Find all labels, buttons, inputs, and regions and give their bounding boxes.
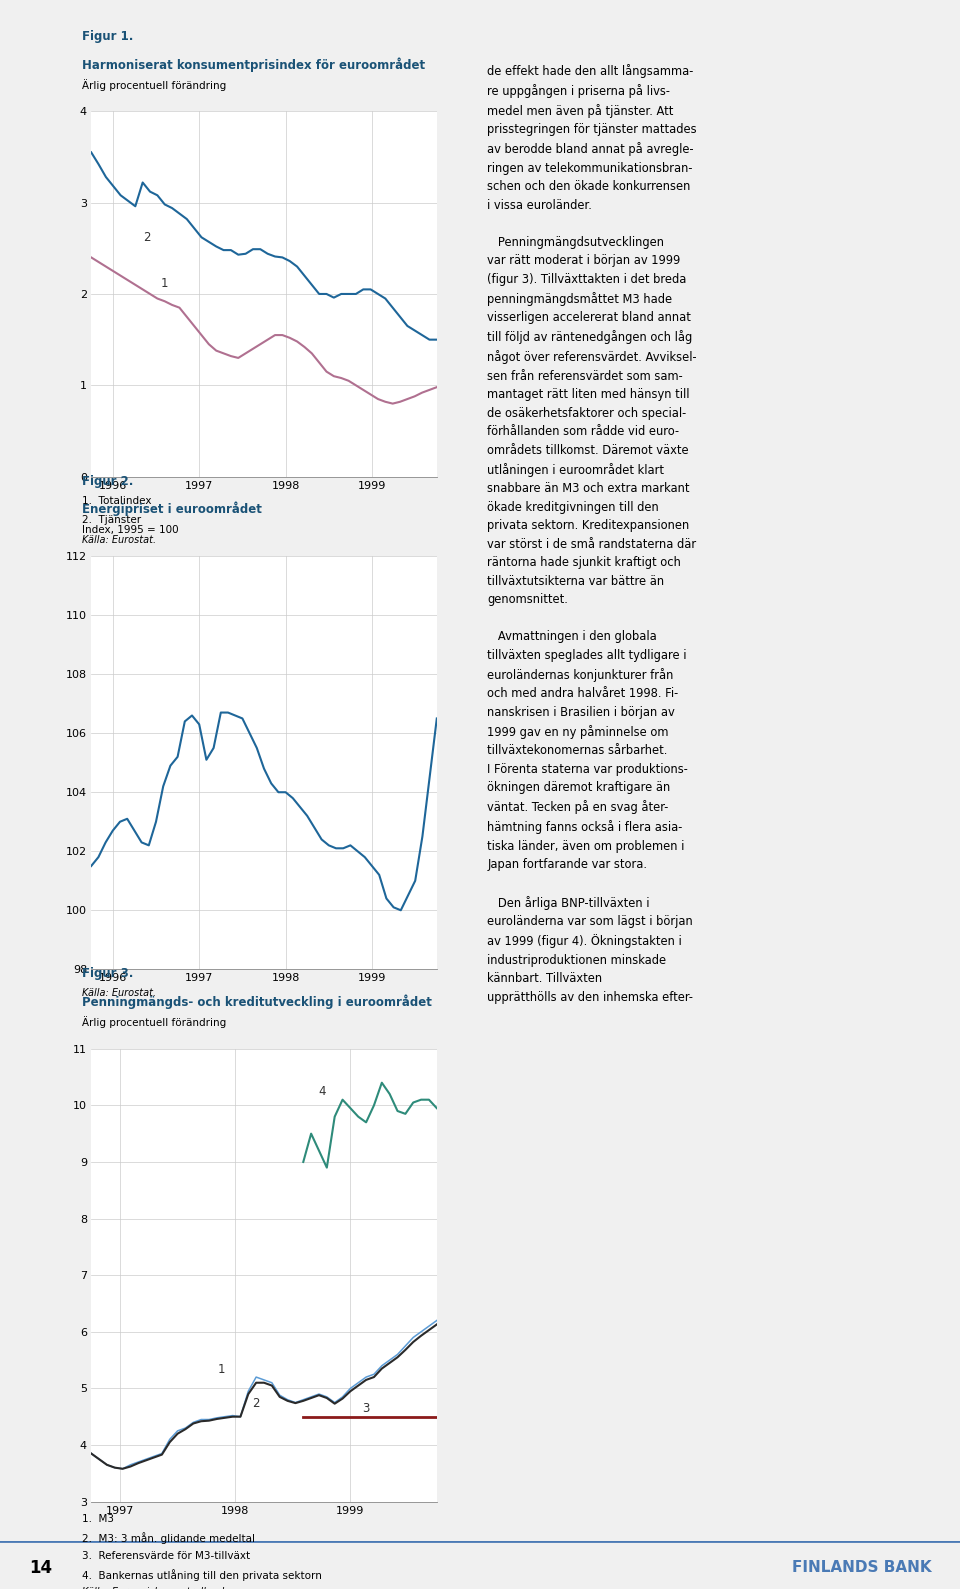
Text: Index, 1995 = 100: Index, 1995 = 100 xyxy=(82,526,179,535)
Text: 2.  M3: 3 mån. glidande medeltal: 2. M3: 3 mån. glidande medeltal xyxy=(82,1532,254,1545)
Text: Penningmängds- och kreditutveckling i euroområdet: Penningmängds- och kreditutveckling i eu… xyxy=(82,995,431,1009)
Text: Harmoniserat konsumentprisindex för euroområdet: Harmoniserat konsumentprisindex för euro… xyxy=(82,57,424,72)
Text: 3: 3 xyxy=(362,1401,370,1416)
Text: 2.  Tjänster: 2. Tjänster xyxy=(82,515,141,524)
Text: Figur 2.: Figur 2. xyxy=(82,475,133,488)
Text: FINLANDS BANK: FINLANDS BANK xyxy=(792,1560,931,1575)
Text: Figur 3.: Figur 3. xyxy=(82,968,133,980)
Text: 1.  M3: 1. M3 xyxy=(82,1514,113,1524)
Text: Källa: Eurostat.: Källa: Eurostat. xyxy=(82,988,156,998)
Text: 1: 1 xyxy=(218,1362,226,1376)
Text: Ärlig procentuell förändring: Ärlig procentuell förändring xyxy=(82,79,226,91)
Text: Källa: Europeiska centralbanken.: Källa: Europeiska centralbanken. xyxy=(82,1587,242,1589)
Text: Ärlig procentuell förändring: Ärlig procentuell förändring xyxy=(82,1017,226,1028)
Text: 1: 1 xyxy=(160,276,168,289)
Text: 3.  Referensvärde för M3-tillväxt: 3. Referensvärde för M3-tillväxt xyxy=(82,1551,250,1560)
Text: 1.  Totalindex: 1. Totalindex xyxy=(82,496,151,505)
Text: Figur 1.: Figur 1. xyxy=(82,30,133,43)
Text: Energipriset i euroområdet: Energipriset i euroområdet xyxy=(82,502,261,516)
Text: 4: 4 xyxy=(318,1085,325,1098)
Text: 4.  Bankernas utlåning till den privata sektorn: 4. Bankernas utlåning till den privata s… xyxy=(82,1570,322,1581)
Text: de effekt hade den allt långsamma-
re uppgången i priserna på livs-
medel men äv: de effekt hade den allt långsamma- re up… xyxy=(488,64,697,1004)
Text: 2: 2 xyxy=(252,1397,260,1409)
Text: 14: 14 xyxy=(29,1559,52,1576)
Text: 2: 2 xyxy=(143,230,151,245)
Text: Källa: Eurostat.: Källa: Eurostat. xyxy=(82,535,156,545)
